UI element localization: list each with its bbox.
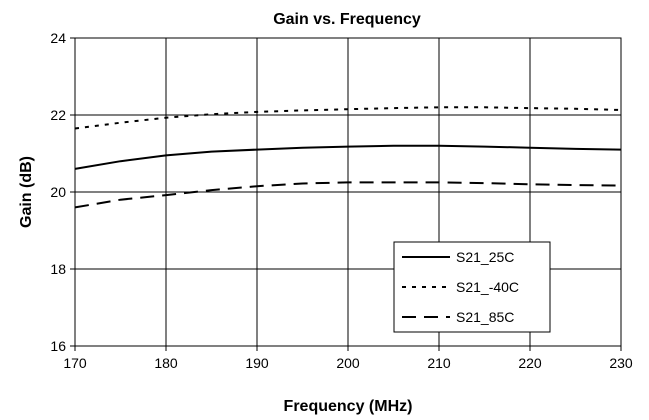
x-tick-label: 220 <box>518 355 542 371</box>
series-line-S21_-40C <box>74 106 622 130</box>
legend-label: S21_25C <box>456 249 514 265</box>
series-lines <box>74 106 622 209</box>
y-tick-label: 16 <box>50 338 66 354</box>
x-tick-label: 230 <box>609 355 633 371</box>
legend: S21_25C S21_-40C S21_85C <box>393 241 551 333</box>
x-tick-label: 170 <box>63 355 87 371</box>
y-axis-label: Gain (dB) <box>18 156 35 228</box>
x-tick-label: 210 <box>427 355 451 371</box>
tick-labels: 170 180 190 200 210 220 230 16 18 20 22 24 <box>50 30 632 371</box>
chart-title: Gain vs. Frequency <box>273 11 421 28</box>
y-tick-label: 18 <box>50 261 66 277</box>
x-tick-label: 200 <box>336 355 360 371</box>
x-tick-label: 190 <box>245 355 269 371</box>
legend-label: S21_-40C <box>456 279 519 295</box>
series-line-S21_85C <box>74 181 622 209</box>
y-tick-label: 22 <box>50 107 66 123</box>
y-tick-label: 20 <box>50 184 66 200</box>
legend-label: S21_85C <box>456 309 514 325</box>
series-line-S21_25C <box>74 144 622 170</box>
x-tick-label: 180 <box>154 355 178 371</box>
y-tick-label: 24 <box>50 30 66 46</box>
x-axis-label: Frequency (MHz) <box>284 398 413 415</box>
